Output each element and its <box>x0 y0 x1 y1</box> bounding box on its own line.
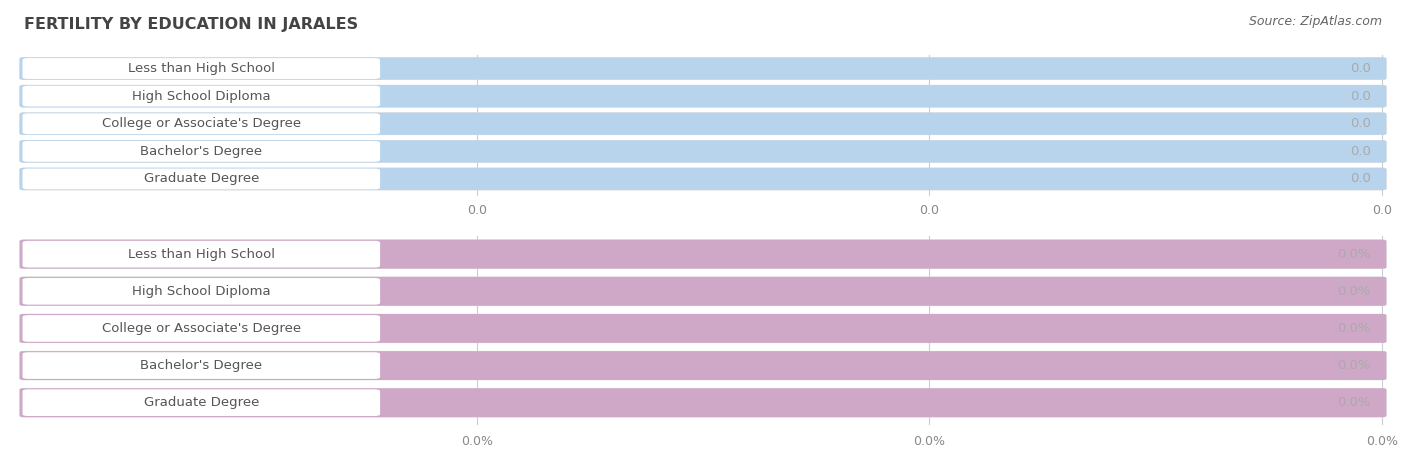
Text: High School Diploma: High School Diploma <box>132 89 270 103</box>
Text: College or Associate's Degree: College or Associate's Degree <box>101 117 301 130</box>
Text: FERTILITY BY EDUCATION IN JARALES: FERTILITY BY EDUCATION IN JARALES <box>24 17 359 32</box>
Text: 0.0: 0.0 <box>1350 145 1371 158</box>
FancyBboxPatch shape <box>20 140 1386 162</box>
FancyBboxPatch shape <box>20 277 1386 306</box>
FancyBboxPatch shape <box>20 168 1386 190</box>
Text: 0.0%: 0.0% <box>1337 248 1371 261</box>
FancyBboxPatch shape <box>22 169 380 189</box>
FancyBboxPatch shape <box>20 240 1386 268</box>
FancyBboxPatch shape <box>20 351 1386 380</box>
FancyBboxPatch shape <box>22 113 380 134</box>
FancyBboxPatch shape <box>20 58 1386 79</box>
Text: 0.0: 0.0 <box>1350 89 1371 103</box>
FancyBboxPatch shape <box>22 58 380 79</box>
Text: Less than High School: Less than High School <box>128 62 274 75</box>
Text: 0.0: 0.0 <box>920 204 939 218</box>
Text: 0.0: 0.0 <box>1350 172 1371 186</box>
FancyBboxPatch shape <box>20 58 1386 79</box>
Text: 0.0%: 0.0% <box>1337 285 1371 298</box>
FancyBboxPatch shape <box>20 113 1386 135</box>
Text: High School Diploma: High School Diploma <box>132 285 270 298</box>
FancyBboxPatch shape <box>20 351 1386 380</box>
Text: 0.0%: 0.0% <box>1337 359 1371 372</box>
FancyBboxPatch shape <box>22 389 380 416</box>
Text: College or Associate's Degree: College or Associate's Degree <box>101 322 301 335</box>
FancyBboxPatch shape <box>22 315 380 342</box>
Text: 0.0: 0.0 <box>1372 204 1392 218</box>
FancyBboxPatch shape <box>20 168 1386 190</box>
FancyBboxPatch shape <box>22 141 380 162</box>
Text: 0.0%: 0.0% <box>914 435 945 448</box>
FancyBboxPatch shape <box>20 314 1386 343</box>
FancyBboxPatch shape <box>22 86 380 107</box>
FancyBboxPatch shape <box>20 277 1386 306</box>
FancyBboxPatch shape <box>20 113 1386 135</box>
FancyBboxPatch shape <box>20 240 1386 268</box>
Text: Less than High School: Less than High School <box>128 248 274 261</box>
Text: 0.0%: 0.0% <box>461 435 492 448</box>
Text: Graduate Degree: Graduate Degree <box>143 172 259 186</box>
FancyBboxPatch shape <box>20 85 1386 107</box>
FancyBboxPatch shape <box>22 241 380 268</box>
Text: Bachelor's Degree: Bachelor's Degree <box>141 145 263 158</box>
FancyBboxPatch shape <box>20 314 1386 343</box>
Text: Source: ZipAtlas.com: Source: ZipAtlas.com <box>1249 15 1382 28</box>
Text: 0.0%: 0.0% <box>1367 435 1398 448</box>
Text: 0.0: 0.0 <box>1350 62 1371 75</box>
Text: 0.0%: 0.0% <box>1337 396 1371 409</box>
FancyBboxPatch shape <box>20 85 1386 107</box>
Text: Graduate Degree: Graduate Degree <box>143 396 259 409</box>
FancyBboxPatch shape <box>20 388 1386 417</box>
Text: 0.0: 0.0 <box>1350 117 1371 130</box>
Text: 0.0%: 0.0% <box>1337 322 1371 335</box>
FancyBboxPatch shape <box>22 352 380 379</box>
Text: Bachelor's Degree: Bachelor's Degree <box>141 359 263 372</box>
FancyBboxPatch shape <box>22 278 380 305</box>
Text: 0.0: 0.0 <box>467 204 486 218</box>
FancyBboxPatch shape <box>20 140 1386 162</box>
FancyBboxPatch shape <box>20 388 1386 417</box>
